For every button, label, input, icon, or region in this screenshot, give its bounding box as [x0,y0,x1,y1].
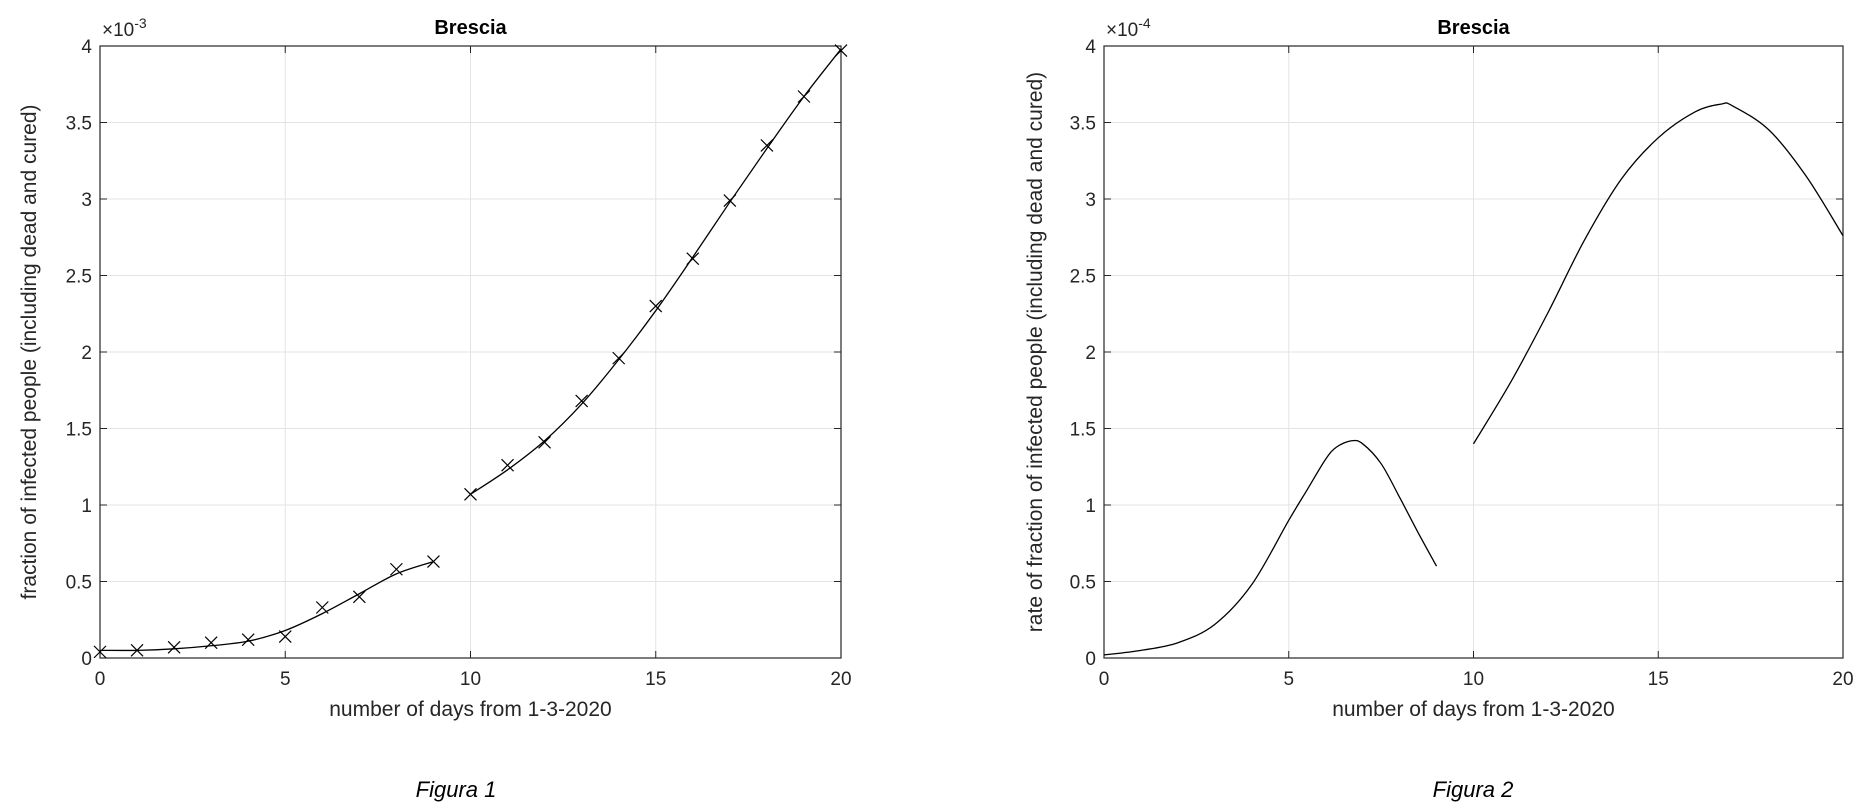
x-tick-label: 15 [1648,669,1669,690]
series-line-2 [1472,102,1844,445]
data-point-marker [501,458,514,472]
y-tick-label: 4 [81,37,92,58]
x-tick-label: 10 [460,669,481,690]
y-tick-label: 0 [1085,649,1096,670]
exponent-base: ×10 [102,20,134,41]
y-tick-label: 3 [1085,190,1096,211]
y-axis-label: fraction of infected people (including d… [18,105,41,600]
series-line-2 [99,560,434,652]
data-point-marker [649,299,663,313]
data-point-marker [389,562,403,576]
data-point-marker [352,590,366,604]
y-tick-label: 2.5 [66,267,92,288]
data-point-marker [575,394,589,408]
y-tick-label: 0.5 [1070,573,1096,594]
figure-caption: Figura 1 [416,777,497,802]
y-tick-label: 1 [81,496,92,517]
x-tick-label: 20 [830,669,851,690]
y-tick-label: 1 [1085,496,1096,517]
y-axis-exponent: ×10-3 [102,15,147,41]
y-axis-exponent: ×10-4 [1106,15,1151,41]
y-axis-label: rate of fraction of infected people (inc… [1024,72,1047,632]
chart-1: 0 5 10 15 20 0 0.5 1 1.5 2 2.5 3 3.5 4 ×10-3 Brescia num… [18,15,852,802]
y-tick-label: 3.5 [66,114,92,135]
y-tick-label: 3 [81,190,92,211]
x-tick-label: 5 [280,669,291,690]
chart-title: Brescia [1437,17,1510,39]
data-point-marker [760,139,774,152]
x-tick-label: 20 [1832,669,1853,690]
chart-title: Brescia [434,17,507,39]
data-point-marker [241,633,255,647]
x-tick-label: 0 [95,669,106,690]
y-tick-label: 1.5 [1070,420,1096,441]
y-tick-label: 1.5 [66,420,92,441]
x-axis-label: number of days from 1-3-2020 [1332,698,1614,721]
figure-caption: Figura 2 [1433,777,1514,802]
exponent-base: ×10 [1106,20,1138,41]
y-tick-label: 3.5 [1070,114,1096,135]
data-point-marker [93,645,107,659]
data-point-marker [538,435,552,449]
y-tick-label: 0.5 [66,573,92,594]
x-tick-label: 5 [1283,669,1294,690]
x-tick-label: 0 [1099,669,1110,690]
y-tick-label: 4 [1085,37,1096,58]
series-line-3 [470,48,842,495]
chart-2: 0 5 10 15 20 0 0.5 1 1.5 2 2.5 3 3.5 4 ×10-4 Brescia num… [1024,15,1854,802]
series-line-1 [1103,439,1438,656]
x-tick-label: 10 [1463,669,1484,690]
x-axis-label: number of days from 1-3-2020 [329,698,611,721]
y-tick-label: 2 [1085,343,1096,364]
data-point-marker [167,640,181,654]
y-tick-label: 2 [81,343,92,364]
x-tick-label: 15 [645,669,666,690]
exponent-power: -3 [134,15,147,31]
exponent-power: -4 [1138,15,1151,31]
y-tick-label: 2.5 [1070,267,1096,288]
y-tick-label: 0 [81,649,92,670]
